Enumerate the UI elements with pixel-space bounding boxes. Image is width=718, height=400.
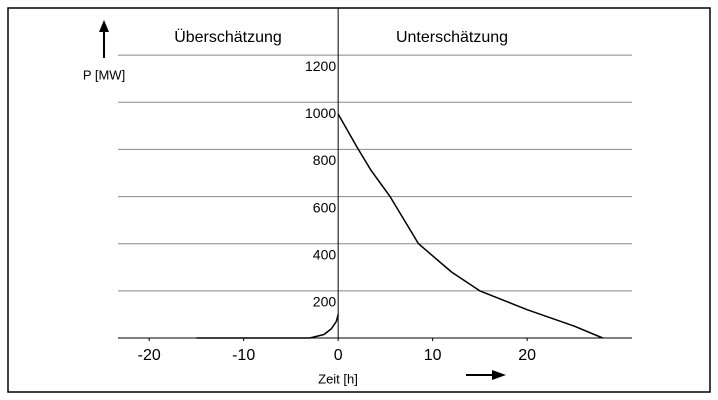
y-tick-label: 400 xyxy=(313,246,337,262)
y-tick-label: 200 xyxy=(313,294,337,310)
x-tick-label: -20 xyxy=(138,347,161,364)
y-arrow-head xyxy=(99,20,109,32)
x-tick-label: 10 xyxy=(424,347,442,364)
y-tick-label: 800 xyxy=(313,152,337,168)
y-tick-label: 1200 xyxy=(305,58,336,74)
y-tick-label: 600 xyxy=(313,199,337,215)
x-axis-label: Zeit [h] xyxy=(318,371,358,386)
x-tick-label: 20 xyxy=(518,347,536,364)
x-tick-label: 0 xyxy=(334,347,343,364)
x-arrow-head xyxy=(492,370,506,380)
y-tick-label: 1000 xyxy=(305,105,336,121)
annotation: Überschätzung xyxy=(174,28,282,46)
data-line xyxy=(196,113,603,339)
annotation: Unterschätzung xyxy=(396,29,508,46)
x-tick-label: -10 xyxy=(232,347,255,364)
y-axis-label: P [MW] xyxy=(83,67,125,82)
frame xyxy=(7,7,711,393)
